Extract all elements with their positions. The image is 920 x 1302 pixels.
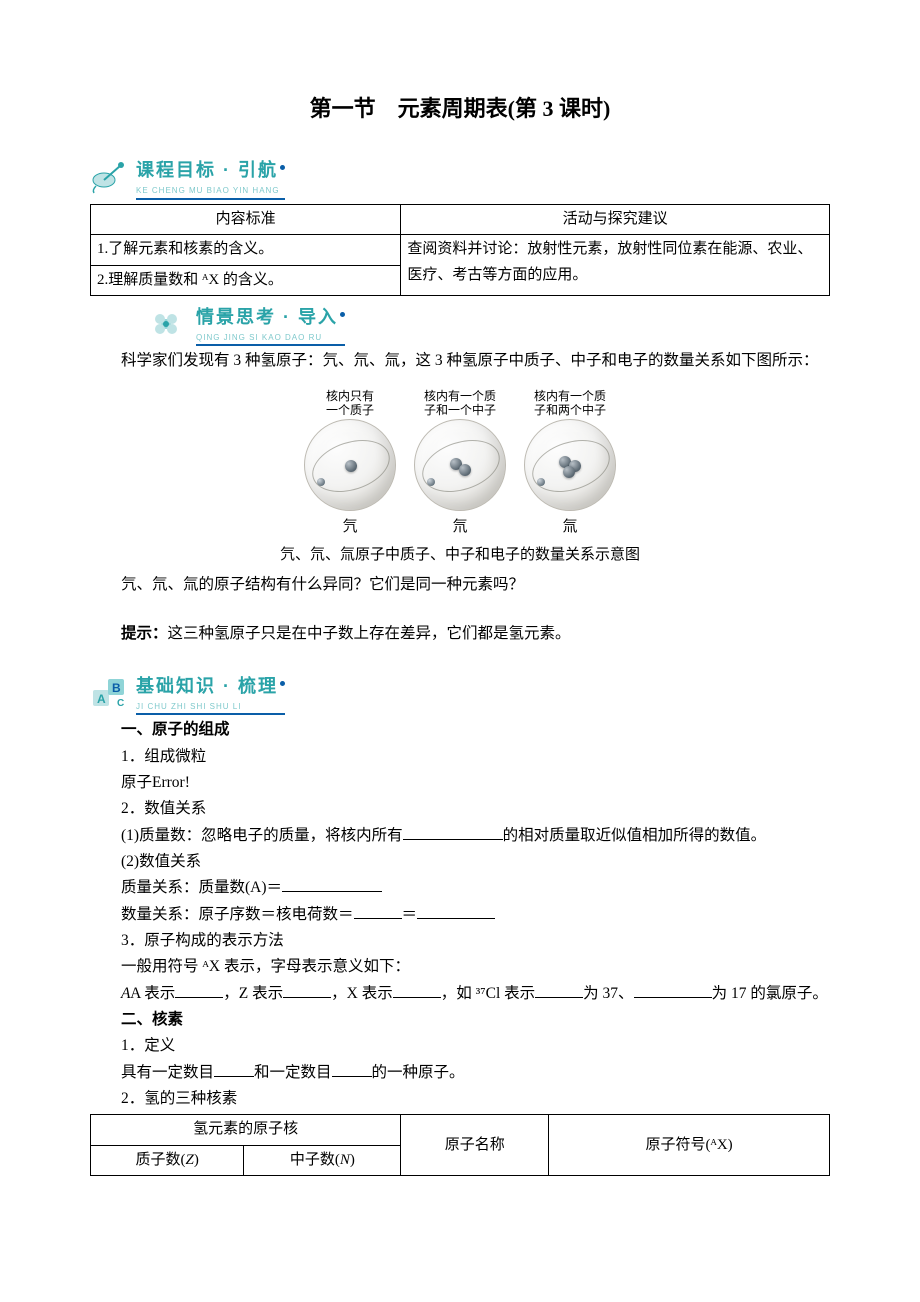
- heading-1: 一、原子的组成: [90, 717, 830, 743]
- banner-basics: A B C 基础知识 · 梳理 JI CHU ZHI SHI SHU LI: [90, 671, 830, 715]
- mass-number-def: (1)质量数：忽略电子的质量，将核内所有 的相对质量取近似值相加所得的数值。: [90, 823, 830, 849]
- banner-1-title: 课程目标 · 引航: [136, 155, 285, 186]
- nt-h1: 氢元素的原子核: [91, 1115, 401, 1146]
- std-header-right: 活动与探究建议: [401, 204, 830, 235]
- flower-icon: [150, 307, 190, 341]
- banner-1-pinyin: KE CHENG MU BIAO YIN HANG: [136, 184, 285, 200]
- blank-10[interactable]: [214, 1061, 254, 1077]
- mn-pre: (1)质量数：忽略电子的质量，将核内所有: [121, 827, 403, 844]
- nuclide-def: 具有一定数目 和一定数目 的一种原子。: [90, 1060, 830, 1086]
- nt-h2: 原子名称: [401, 1115, 549, 1176]
- std-left-1: 1.了解元素和核素的含义。: [91, 235, 401, 266]
- atom-2-top-label: 核内有一个质 子和一个中子: [424, 387, 496, 417]
- blank-1[interactable]: [403, 824, 503, 840]
- num-rel-label: 数量关系：原子序数＝核电荷数＝: [121, 906, 354, 923]
- mn-post: 的相对质量取近似值相加所得的数值。: [503, 827, 767, 844]
- mass-relation: 质量关系：质量数(A)＝: [90, 875, 830, 901]
- atom-2-bottom-label: 氘: [452, 515, 467, 541]
- blank-8[interactable]: [535, 982, 583, 998]
- blank-6[interactable]: [283, 982, 331, 998]
- banner-2-title-text: 情景思考 · 导入: [196, 307, 338, 327]
- number-relation: 数量关系：原子序数＝核电荷数＝ ＝: [90, 902, 830, 928]
- std-header-left: 内容标准: [91, 204, 401, 235]
- eq-1: ＝: [402, 906, 418, 923]
- nt-c2: 中子数(N): [244, 1145, 401, 1176]
- svg-text:B: B: [112, 681, 121, 695]
- blank-5[interactable]: [175, 982, 223, 998]
- atoms-figure: 核内只有 一个质子 氕 核内有一个质 子和一个中子 氘 核内有一个质 子和两个中…: [90, 383, 830, 541]
- atom-error-line: 原子Error!: [90, 770, 830, 796]
- heading-2-1: 1．定义: [90, 1033, 830, 1059]
- nt-c1: 质子数(Z): [91, 1145, 244, 1176]
- txt-Z: ，Z 表示: [223, 985, 283, 1002]
- banner-course-objectives: 课程目标 · 引航 KE CHENG MU BIAO YIN HANG: [90, 155, 830, 199]
- banner-3-pinyin: JI CHU ZHI SHI SHU LI: [136, 700, 285, 716]
- banner-2-pinyin: QING JING SI KAO DAO RU: [196, 331, 345, 347]
- blank-7[interactable]: [393, 982, 441, 998]
- intro-paragraph: 科学家们发现有 3 种氢原子：氕、氘、氚，这 3 种氢原子中质子、中子和电子的数…: [90, 348, 830, 374]
- svg-text:A: A: [97, 692, 106, 706]
- txt-X: ，X 表示: [331, 985, 393, 1002]
- txt-A: A 表示: [130, 985, 175, 1002]
- heading-1-2b: (2)数值关系: [90, 849, 830, 875]
- blank-4[interactable]: [417, 903, 495, 919]
- hint-line: 提示：这三种氢原子只是在中子数上存在差异，它们都是氢元素。: [90, 621, 830, 647]
- banner-2-title: 情景思考 · 导入: [196, 302, 345, 333]
- std-right: 查阅资料并讨论：放射性元素，放射性同位素在能源、农业、医疗、考古等方面的应用。: [401, 235, 830, 296]
- blank-11[interactable]: [332, 1061, 372, 1077]
- banner-1-title-text: 课程目标 · 引航: [136, 160, 278, 180]
- heading-1-2: 2．数值关系: [90, 796, 830, 822]
- atom-3-top-label: 核内有一个质 子和两个中子: [534, 387, 606, 417]
- atom-3-bottom-label: 氚: [562, 515, 577, 541]
- nuclide-table: 氢元素的原子核 原子名称 原子符号(ᴬX) 质子数(Z) 中子数(N): [90, 1114, 830, 1176]
- symbol-intro: 一般用符号 ᴬX 表示，字母表示意义如下：: [90, 954, 830, 980]
- hint-text: 这三种氢原子只是在中子数上存在差异，它们都是氢元素。: [168, 625, 571, 642]
- atom-deuterium: 核内有一个质 子和一个中子 氘: [414, 387, 506, 541]
- txt-eg2: 为 37、: [583, 985, 633, 1002]
- nd-mid: 和一定数目: [254, 1064, 332, 1081]
- atom-protium: 核内只有 一个质子 氕: [304, 387, 396, 541]
- atom-1-top-label: 核内只有 一个质子: [326, 387, 374, 417]
- nt-h3: 原子符号(ᴬX): [549, 1115, 830, 1176]
- atom-1-bottom-label: 氕: [342, 515, 357, 541]
- txt-eg3: 为 17 的氯原子。: [712, 985, 828, 1002]
- question-text: 氕、氘、氚的原子结构有什么异同？它们是同一种元素吗？: [90, 572, 830, 598]
- nd-pre: 具有一定数目: [121, 1064, 214, 1081]
- heading-1-1: 1．组成微粒: [90, 744, 830, 770]
- page-title: 第一节 元素周期表(第 3 课时): [90, 90, 830, 127]
- standards-table: 内容标准 活动与探究建议 1.了解元素和核素的含义。 查阅资料并讨论：放射性元素…: [90, 204, 830, 297]
- atoms-caption: 氕、氘、氚原子中质子、中子和电子的数量关系示意图: [90, 543, 830, 569]
- std-left-2: 2.理解质量数和 ᴬX 的含义。: [91, 265, 401, 296]
- blank-9[interactable]: [634, 982, 712, 998]
- atom-tritium: 核内有一个质 子和两个中子 氚: [524, 387, 616, 541]
- symbol-meaning: A A 表示，Z 表示，X 表示，如 ³⁷Cl 表示为 37、为 17 的氯原子…: [90, 981, 830, 1007]
- abc-blocks-icon: A B C: [90, 676, 130, 710]
- satellite-icon: [90, 160, 130, 194]
- heading-1-3: 3．原子构成的表示方法: [90, 928, 830, 954]
- blank-3[interactable]: [354, 903, 402, 919]
- mass-rel-label: 质量关系：质量数(A)＝: [121, 879, 282, 896]
- txt-eg1: ，如 ³⁷Cl 表示: [441, 985, 535, 1002]
- banner-scenario: 情景思考 · 导入 QING JING SI KAO DAO RU: [150, 302, 830, 346]
- svg-text:C: C: [117, 698, 124, 709]
- hint-label: 提示：: [121, 625, 168, 642]
- banner-3-title: 基础知识 · 梳理: [136, 671, 285, 702]
- heading-2-2: 2．氢的三种核素: [90, 1086, 830, 1112]
- banner-3-title-text: 基础知识 · 梳理: [136, 676, 278, 696]
- nd-post: 的一种原子。: [372, 1064, 465, 1081]
- blank-2[interactable]: [282, 877, 382, 893]
- heading-2: 二、核素: [90, 1007, 830, 1033]
